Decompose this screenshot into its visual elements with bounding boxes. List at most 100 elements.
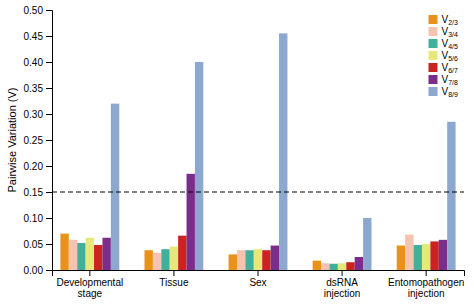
bar bbox=[397, 246, 405, 270]
legend-item: V4/5 bbox=[428, 38, 458, 50]
legend-label: V5/6 bbox=[441, 50, 458, 62]
y-axis-title: Pairwise Variation (V) bbox=[6, 88, 18, 193]
chart: 0.000.050.100.150.200.250.300.350.400.45… bbox=[0, 0, 474, 306]
y-tick-mark bbox=[46, 88, 52, 89]
legend-swatch bbox=[428, 39, 437, 48]
bar bbox=[60, 234, 68, 270]
bar bbox=[254, 249, 262, 270]
x-tick-mark bbox=[426, 270, 427, 276]
legend-background bbox=[424, 10, 462, 101]
x-tick-mark bbox=[258, 270, 259, 276]
x-tick-label: Tissue bbox=[159, 277, 189, 288]
bar bbox=[439, 240, 447, 270]
y-tick: 0.20 bbox=[24, 161, 52, 172]
y-tick-label: 0.15 bbox=[24, 187, 44, 198]
x-tick-label-line: dsRNA bbox=[326, 277, 358, 288]
y-tick: 0.40 bbox=[24, 57, 52, 68]
y-tick-mark bbox=[46, 36, 52, 37]
bar bbox=[346, 262, 354, 270]
x-tick: Sex bbox=[249, 270, 266, 288]
legend-swatch bbox=[428, 51, 437, 60]
legend-label: V2/3 bbox=[441, 14, 458, 26]
x-tick-label-line: Sex bbox=[249, 277, 266, 288]
y-tick-mark bbox=[46, 244, 52, 245]
x-tick-label-line: stage bbox=[78, 288, 103, 299]
legend-swatch bbox=[428, 63, 437, 72]
bar-series bbox=[111, 33, 456, 270]
bar bbox=[405, 235, 413, 270]
bar bbox=[430, 241, 438, 270]
bar bbox=[170, 247, 178, 270]
x-tick-label: Entomopathogeninjection bbox=[388, 277, 464, 299]
bar bbox=[161, 249, 169, 270]
x-axis-line bbox=[53, 271, 465, 277]
y-tick-label: 0.00 bbox=[24, 265, 44, 276]
legend-label: V4/5 bbox=[441, 38, 458, 50]
legend-item: V7/8 bbox=[428, 74, 458, 86]
bar bbox=[178, 236, 186, 270]
y-tick: 0.00 bbox=[24, 265, 52, 276]
bar bbox=[279, 33, 287, 270]
legend-swatch bbox=[428, 87, 437, 96]
reference-line bbox=[52, 192, 464, 193]
bar-series bbox=[86, 238, 431, 270]
x-tick: Entomopathogeninjection bbox=[388, 270, 464, 299]
bar-series bbox=[69, 235, 414, 270]
bar bbox=[329, 264, 337, 270]
bar-series bbox=[102, 174, 447, 270]
y-tick: 0.35 bbox=[24, 83, 52, 94]
y-tick-mark bbox=[46, 270, 52, 271]
x-tick-label-line: Tissue bbox=[159, 277, 189, 288]
y-tick-label: 0.40 bbox=[24, 57, 44, 68]
legend-item: V6/7 bbox=[428, 62, 458, 74]
x-tick-label: Sex bbox=[249, 277, 266, 288]
y-tick-label: 0.10 bbox=[24, 213, 44, 224]
x-tick-mark bbox=[173, 270, 174, 276]
y-tick: 0.25 bbox=[24, 135, 52, 146]
legend-label: V8/9 bbox=[441, 86, 458, 98]
bar bbox=[355, 257, 363, 270]
y-tick-mark bbox=[46, 10, 52, 11]
x-axis: DevelopmentalstageTissueSexdsRNAinjectio… bbox=[53, 270, 465, 299]
bar bbox=[153, 253, 161, 270]
bar bbox=[86, 238, 94, 270]
y-tick: 0.05 bbox=[24, 239, 52, 250]
bar bbox=[447, 122, 455, 270]
x-tick-label-line: injection bbox=[408, 288, 445, 299]
legend-swatch bbox=[428, 75, 437, 84]
bars bbox=[52, 33, 464, 270]
bar bbox=[321, 263, 329, 270]
plot: 0.000.050.100.150.200.250.300.350.400.45… bbox=[24, 5, 465, 299]
bar bbox=[237, 250, 245, 270]
bar bbox=[111, 104, 119, 270]
legend-item: V3/4 bbox=[428, 26, 458, 38]
bar bbox=[102, 238, 110, 270]
x-tick: Developmentalstage bbox=[56, 270, 123, 299]
y-tick-mark bbox=[46, 140, 52, 141]
bar bbox=[187, 174, 195, 270]
legend-item: V8/9 bbox=[428, 86, 458, 98]
bar bbox=[195, 62, 203, 270]
legend-swatch bbox=[428, 27, 437, 36]
bar-series bbox=[94, 236, 439, 270]
y-tick-mark bbox=[46, 218, 52, 219]
bar bbox=[313, 261, 321, 270]
y-axis-line bbox=[46, 11, 53, 271]
x-tick-label: dsRNAinjection bbox=[324, 277, 361, 299]
y-tick: 0.15 bbox=[24, 187, 52, 198]
y-tick-mark bbox=[46, 114, 52, 115]
y-tick-label: 0.25 bbox=[24, 135, 44, 146]
bar bbox=[363, 218, 371, 270]
y-tick: 0.10 bbox=[24, 213, 52, 224]
y-tick-label: 0.45 bbox=[24, 31, 44, 42]
legend-item: V2/3 bbox=[428, 14, 458, 26]
x-tick: Tissue bbox=[159, 270, 189, 288]
bar bbox=[144, 250, 152, 270]
bar bbox=[338, 263, 346, 270]
bar bbox=[77, 243, 85, 270]
y-tick-label: 0.50 bbox=[24, 5, 44, 16]
x-tick: dsRNAinjection bbox=[324, 270, 361, 299]
y-tick-label: 0.05 bbox=[24, 239, 44, 250]
y-tick-label: 0.20 bbox=[24, 161, 44, 172]
y-tick-mark bbox=[46, 192, 52, 193]
